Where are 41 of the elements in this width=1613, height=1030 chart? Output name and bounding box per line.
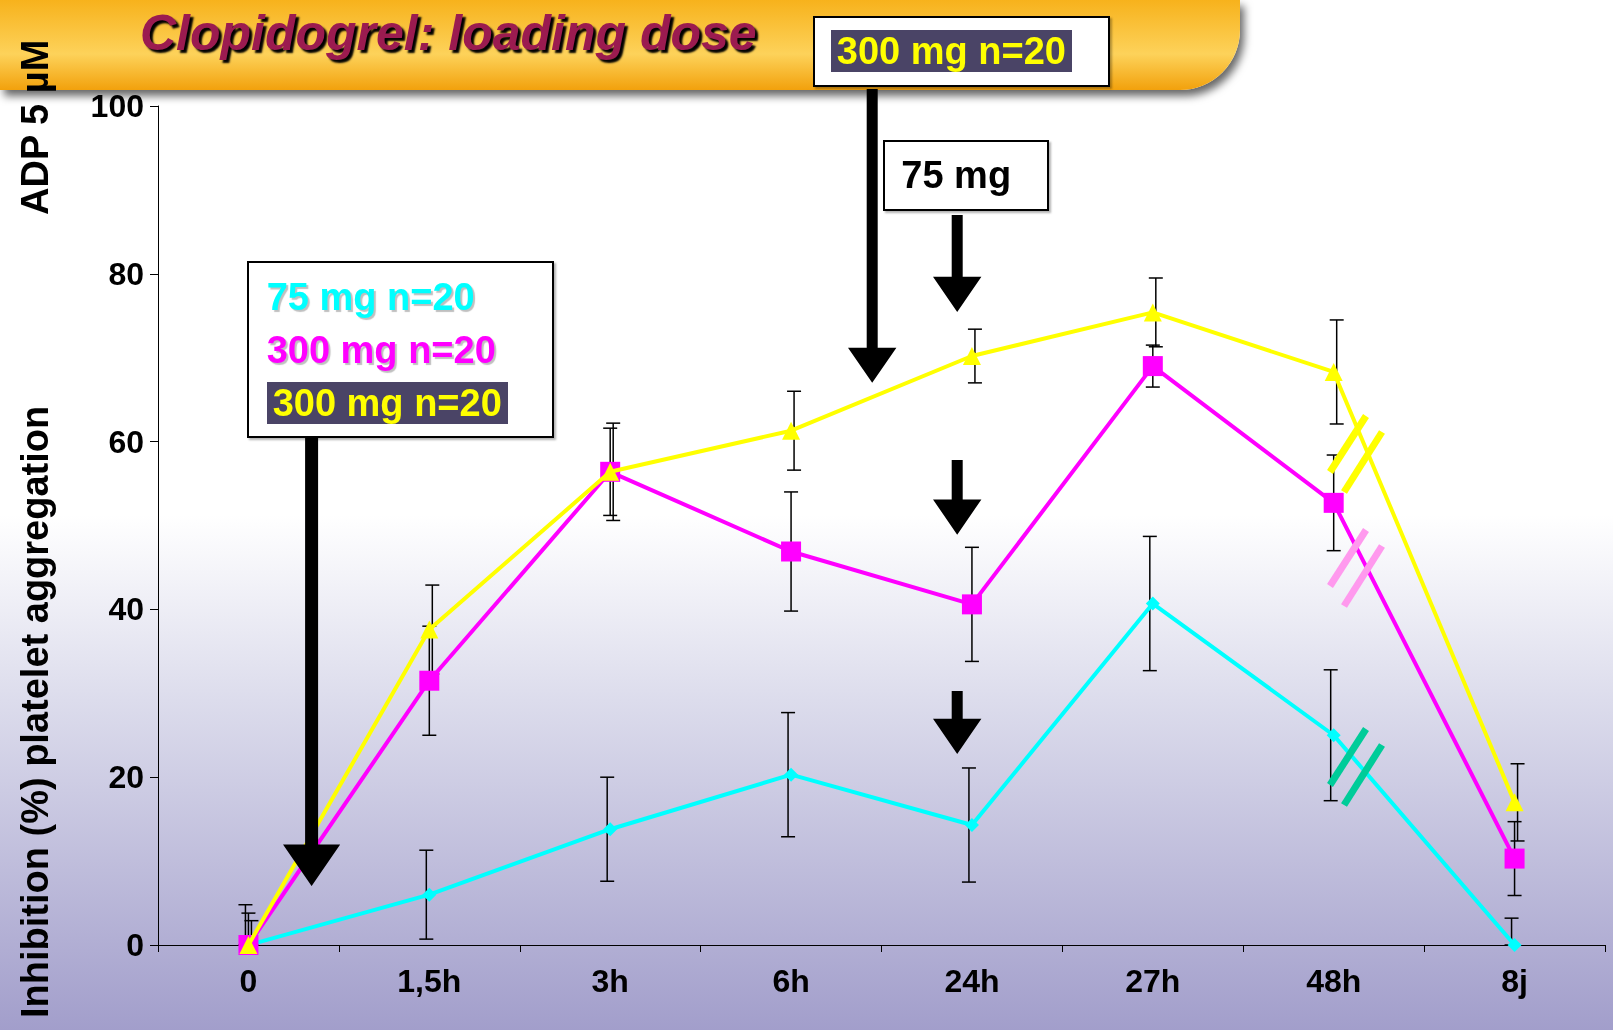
point [603, 822, 618, 837]
chart-title: Clopidogrel: loading dose [140, 4, 757, 62]
point [964, 818, 979, 833]
point [1323, 492, 1344, 513]
x-tick-label: 27h [1125, 963, 1181, 999]
point [422, 887, 437, 902]
chart-subtitle: ADP 5 µM [14, 39, 57, 215]
point [420, 620, 439, 639]
point [962, 347, 981, 366]
text: 300 mg n=20 [266, 328, 497, 374]
point [1326, 728, 1341, 743]
x-tick-label: 3h [591, 963, 629, 999]
point [961, 594, 982, 615]
y-tick-label: 100 [90, 88, 144, 124]
point [1142, 356, 1163, 377]
point [419, 670, 440, 691]
y-tick-label: 60 [108, 423, 144, 460]
point [1145, 596, 1160, 611]
text: 300 mg n=20 [266, 382, 508, 425]
x-tick-label: 48h [1306, 963, 1362, 999]
text: 75 mg n=20 [266, 275, 476, 321]
x-tick-label: 8j [1501, 963, 1528, 999]
point [1504, 848, 1525, 869]
point [1143, 303, 1162, 322]
point [782, 421, 801, 440]
y-tick-label: 80 [108, 255, 144, 292]
annotation: 75 mg [883, 139, 1050, 211]
point [1505, 793, 1524, 812]
x-tick-label: 0 [239, 963, 258, 999]
y-tick-label: 20 [108, 759, 144, 796]
y-axis-title: Inhibition (%) platelet aggregation [14, 405, 57, 1018]
x-tick-label: 6h [772, 963, 810, 999]
text: 300 mg n=20 [830, 30, 1072, 72]
x-tick-label: 1,5h [397, 963, 462, 999]
point [784, 767, 799, 782]
y-tick-label: 40 [108, 591, 144, 628]
y-tick-label: 0 [126, 927, 144, 963]
x-tick-label: 24h [944, 963, 1000, 999]
point [1507, 938, 1522, 952]
point [781, 541, 802, 562]
point [1324, 362, 1343, 381]
